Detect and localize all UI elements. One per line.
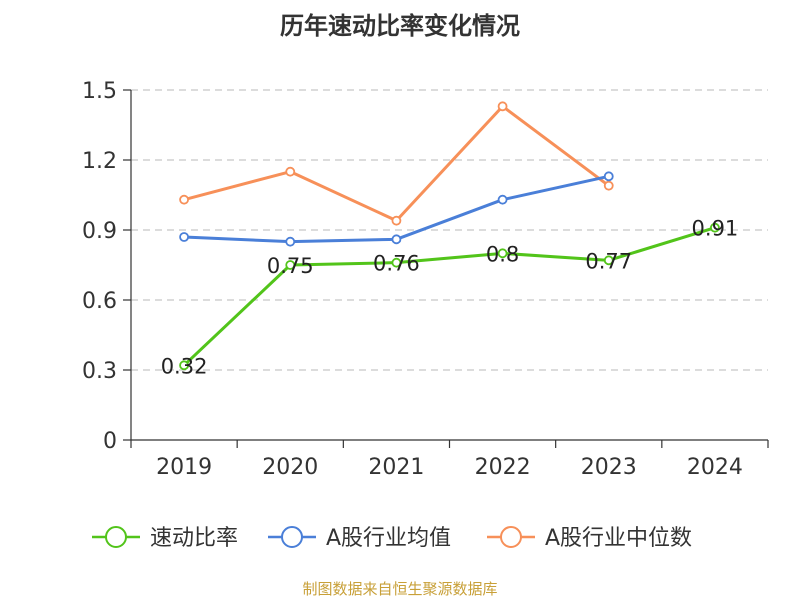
legend-label: A股行业均值 <box>326 526 451 551</box>
series-point-2 <box>285 166 296 177</box>
series-point-1 <box>497 194 508 205</box>
series-lines <box>179 101 720 371</box>
legend-label: 速动比率 <box>150 526 238 551</box>
data-label: 0.8 <box>486 242 519 266</box>
legend-label: A股行业中位数 <box>545 526 692 551</box>
legend-marker <box>105 526 127 548</box>
series-point-2 <box>497 101 508 112</box>
data-labels: 0.32 0.75 0.76 0.8 0.77 0.91 <box>161 217 739 379</box>
series-point-0 <box>179 360 189 371</box>
x-tick-label: 2022 <box>475 455 531 480</box>
series-point-2 <box>603 180 614 191</box>
y-tick-label: 0.9 <box>82 219 117 244</box>
y-tick-label: 1.5 <box>82 79 117 104</box>
series-point-1 <box>179 232 189 242</box>
series-point-2 <box>391 215 402 226</box>
series-point-0 <box>391 257 402 268</box>
series-point-0 <box>603 255 614 266</box>
series-point-0 <box>710 222 720 233</box>
series-point-1 <box>391 234 402 245</box>
y-tick-label: 1.2 <box>82 149 117 174</box>
x-tick-label: 2023 <box>581 455 637 480</box>
series-point-0 <box>285 260 296 270</box>
x-tick-label: 2024 <box>687 455 743 480</box>
y-tick-label: 0.6 <box>82 289 117 314</box>
legend: 速动比率 A股行业均值 A股行业中位数 <box>92 526 692 551</box>
x-tick-label: 2021 <box>368 455 424 480</box>
data-label: 0.32 <box>161 354 208 378</box>
gridlines <box>131 89 768 371</box>
x-tick-label: 2019 <box>156 455 212 480</box>
legend-marker <box>500 526 522 548</box>
chart-title: 历年速动比率变化情况 <box>280 12 520 40</box>
data-label: 0.77 <box>585 249 632 273</box>
data-label: 0.76 <box>373 252 420 276</box>
y-tick-label: 0 <box>103 429 117 454</box>
series-point-1 <box>285 236 296 247</box>
x-tick-label: 2020 <box>262 455 318 480</box>
source-footer: 制图数据来自恒生聚源数据库 <box>302 580 498 598</box>
series-line-2 <box>183 104 610 223</box>
series-line-0 <box>183 226 716 367</box>
series-point-0 <box>497 248 508 259</box>
data-label: 0.75 <box>267 254 314 278</box>
data-label: 0.91 <box>692 217 739 241</box>
legend-marker <box>281 526 303 548</box>
axes: 0 0.3 0.6 0.9 1.2 1.5 2019 2020 2021 2022 2023 2024 <box>82 79 769 480</box>
series-point-2 <box>179 194 189 205</box>
series-line-1 <box>184 174 610 244</box>
y-tick-label: 0.3 <box>82 359 117 384</box>
series-point-1 <box>603 171 614 182</box>
